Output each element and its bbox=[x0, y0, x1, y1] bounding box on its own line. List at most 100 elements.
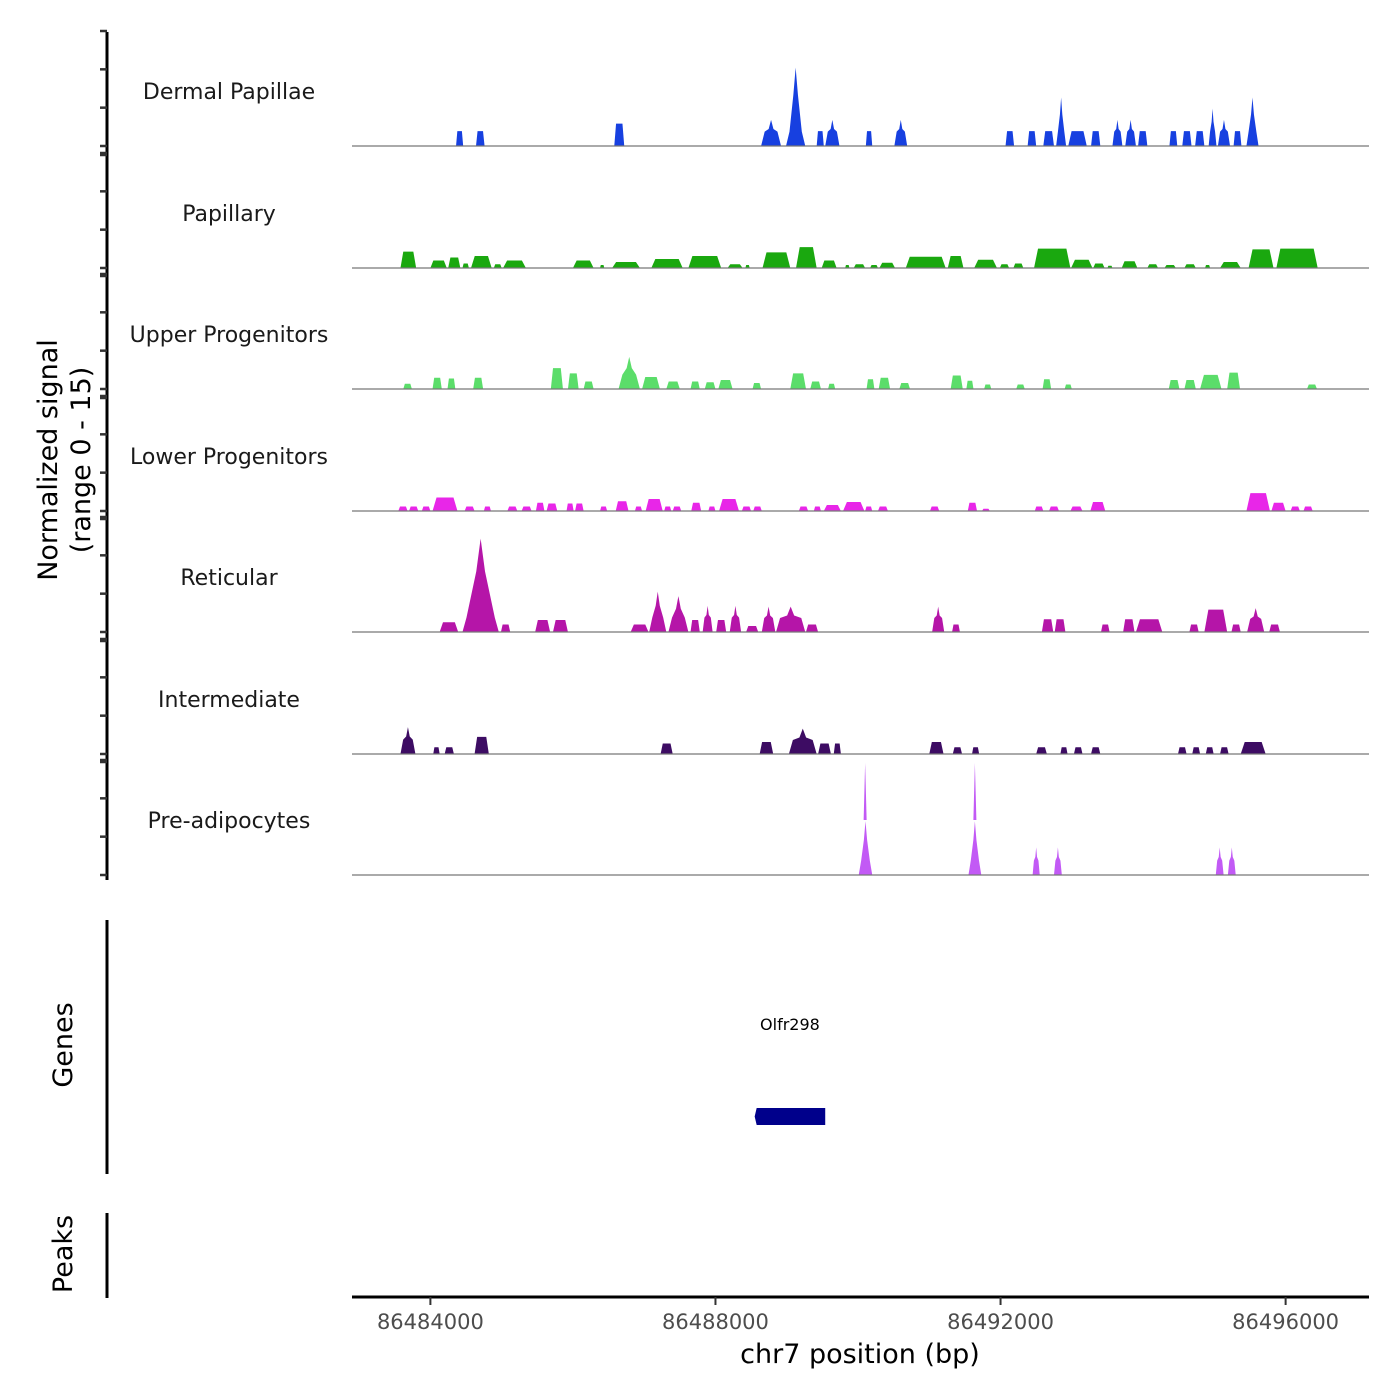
gene-label: Olfr298 bbox=[760, 1015, 820, 1034]
gene-body bbox=[754, 1108, 826, 1125]
signal-peak bbox=[816, 131, 824, 146]
track-label-papillary: Papillary bbox=[182, 202, 276, 227]
track-label-dermal-papillae: Dermal Papillae bbox=[143, 80, 315, 105]
signal-peak bbox=[1169, 131, 1178, 146]
signal-peak bbox=[433, 747, 440, 754]
x-axis-ticks: 86484000 86488000 86492000 86496000 bbox=[377, 1297, 1339, 1334]
signal-peak bbox=[966, 380, 974, 389]
signal-peak bbox=[865, 131, 873, 146]
signal-peak bbox=[1178, 747, 1187, 754]
signal-peak bbox=[1205, 747, 1214, 754]
signal-peak bbox=[1034, 248, 1071, 268]
signal-peak bbox=[984, 384, 992, 389]
signal-peak bbox=[1032, 847, 1040, 875]
signal-peak bbox=[796, 247, 817, 268]
signal-peak bbox=[634, 506, 643, 511]
x-tick-label: 86492000 bbox=[947, 1310, 1054, 1334]
signal-peak bbox=[1054, 619, 1066, 632]
signal-peak bbox=[866, 379, 875, 389]
signal-peak bbox=[1184, 264, 1196, 268]
signal-peak bbox=[813, 506, 821, 511]
signal-peak bbox=[618, 356, 640, 389]
signal-peak bbox=[1246, 97, 1259, 146]
signal-peak bbox=[1220, 262, 1241, 268]
signal-peak bbox=[535, 502, 545, 511]
signal-peak bbox=[825, 119, 840, 146]
peaks-track-title: Peaks bbox=[48, 1215, 79, 1293]
signal-peak bbox=[552, 620, 568, 632]
signal-peak bbox=[950, 375, 963, 389]
y-axis-title-line1: Normalized signal bbox=[33, 339, 64, 581]
signal-peak bbox=[719, 499, 739, 511]
signal-peak bbox=[473, 377, 484, 389]
signal-peak bbox=[566, 503, 574, 511]
signal-peak bbox=[462, 538, 499, 632]
signal-peak bbox=[660, 743, 673, 754]
signal-peak bbox=[810, 381, 821, 389]
signal-peak bbox=[1220, 747, 1229, 754]
y-axis-title: Normalized signal (range 0 - 15) bbox=[33, 339, 97, 581]
signal-peak bbox=[1192, 747, 1201, 754]
signal-peak bbox=[409, 506, 419, 511]
signal-peak bbox=[753, 506, 762, 511]
signal-peak bbox=[493, 264, 502, 268]
signal-peak bbox=[952, 624, 960, 632]
signal-spike bbox=[973, 763, 977, 820]
signal-peak bbox=[1064, 384, 1072, 389]
signal-peak bbox=[845, 265, 850, 268]
signal-peak bbox=[729, 605, 742, 632]
signal-peak bbox=[878, 377, 891, 389]
signal-peak bbox=[786, 67, 806, 146]
track-label-intermediate: Intermediate bbox=[158, 688, 300, 713]
signal-peak bbox=[400, 727, 416, 754]
signal-peak bbox=[572, 260, 594, 268]
signal-peak bbox=[546, 503, 558, 511]
signal-peak bbox=[1090, 502, 1106, 511]
signal-peak bbox=[1290, 506, 1300, 511]
track-pre-adipocytes bbox=[352, 763, 1369, 876]
signal-peak bbox=[1215, 847, 1224, 875]
signal-peak bbox=[952, 747, 963, 754]
signal-peak bbox=[1227, 372, 1241, 389]
signal-peak bbox=[716, 620, 727, 632]
signal-peak bbox=[1093, 263, 1105, 268]
signal-peak bbox=[464, 506, 475, 511]
signal-peak bbox=[1189, 624, 1199, 632]
signal-peak bbox=[444, 747, 454, 754]
signal-peak bbox=[1135, 619, 1163, 632]
signal-peak bbox=[1227, 847, 1236, 875]
signal-peak bbox=[614, 123, 625, 146]
signal-peak bbox=[575, 503, 584, 511]
track-upper-progenitors bbox=[352, 356, 1369, 390]
signal-peak bbox=[474, 736, 489, 754]
signal-peak bbox=[432, 497, 458, 511]
signal-peak bbox=[708, 506, 716, 511]
genes-track-title: Genes bbox=[48, 1002, 79, 1087]
x-tick-label: 86488000 bbox=[662, 1310, 769, 1334]
signal-peak bbox=[1125, 119, 1136, 146]
signal-peak bbox=[400, 251, 417, 268]
signal-spike bbox=[863, 763, 867, 820]
signal-peak bbox=[430, 260, 447, 268]
signal-peak bbox=[790, 373, 806, 389]
genes-track-label: Genes bbox=[48, 1002, 79, 1087]
signal-peak bbox=[1005, 131, 1015, 146]
signal-peak bbox=[929, 506, 940, 511]
signal-peak bbox=[503, 260, 526, 268]
signal-peak bbox=[1073, 747, 1083, 754]
signal-peak bbox=[690, 381, 700, 389]
signal-peak bbox=[691, 502, 702, 511]
signal-peak bbox=[759, 742, 774, 754]
signal-peak bbox=[1101, 624, 1110, 632]
signal-peak bbox=[1042, 379, 1052, 389]
signal-peak bbox=[798, 506, 809, 511]
track-label-lower-progenitors: Lower Progenitors bbox=[130, 445, 328, 470]
track-lower-progenitors bbox=[352, 493, 1369, 512]
signal-peak bbox=[1138, 131, 1148, 146]
signal-peak bbox=[1271, 502, 1286, 511]
signal-peak bbox=[432, 377, 442, 389]
y-axis-title-line2: (range 0 - 15) bbox=[66, 367, 97, 554]
signal-peak bbox=[821, 260, 837, 268]
signal-y-axis-ticks bbox=[100, 29, 107, 877]
